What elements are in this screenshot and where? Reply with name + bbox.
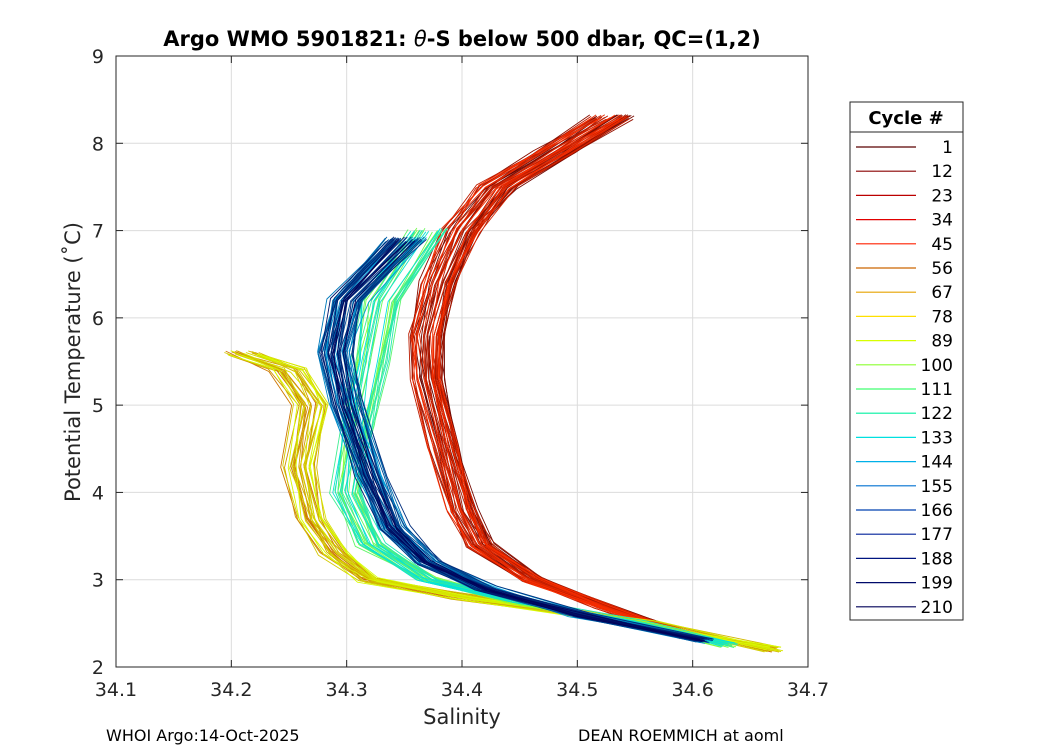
y-axis-label: Potential Temperature (˚C) (61, 222, 85, 502)
profile-line (434, 118, 697, 640)
x-tick-label: 34.7 (787, 679, 829, 701)
legend-label: 111 (921, 380, 953, 400)
legend-label: 133 (921, 428, 953, 448)
profile-line (426, 114, 696, 638)
legend-label: 12 (931, 162, 953, 182)
profile-line (443, 115, 697, 638)
legend-label: 45 (931, 235, 953, 255)
legend-label: 100 (921, 356, 953, 376)
profile-line (439, 114, 701, 638)
profile-line (429, 118, 693, 638)
profile-line (414, 115, 687, 636)
y-tick-label: 7 (92, 221, 104, 243)
legend-label: 188 (921, 549, 953, 569)
profile-line (330, 237, 699, 640)
profile-line (435, 118, 699, 639)
y-tick-label: 5 (92, 395, 104, 417)
profile-line (437, 115, 702, 637)
profile-line (224, 352, 765, 653)
profile-line (342, 240, 705, 641)
profile-line (427, 115, 699, 639)
profile-line (332, 238, 704, 642)
x-tick-label: 34.1 (95, 679, 137, 701)
profile-line (227, 354, 770, 648)
x-tick-label: 34.3 (326, 679, 368, 701)
legend-label: 78 (931, 307, 953, 327)
x-axis-label: Salinity (423, 705, 501, 729)
chart-title: Argo WMO 5901821: θ-S below 500 dbar, QC… (163, 27, 760, 51)
profile-line (431, 114, 694, 639)
profile-line (416, 116, 694, 639)
footer-left: WHOI Argo:14-Oct-2025 (106, 726, 300, 745)
profile-line (435, 116, 698, 640)
axis-ticks: 34.1 34.2 34.3 34.4 34.5 34.6 34.7 2 3 4 5 6 7 8 9 (92, 46, 829, 701)
profile-line (358, 228, 738, 645)
profile-line (419, 117, 691, 637)
y-tick-label: 4 (92, 482, 104, 504)
y-tick-label: 3 (92, 570, 104, 592)
profile-line (411, 114, 682, 639)
y-tick-label: 8 (92, 133, 104, 155)
legend-label: 199 (921, 574, 953, 594)
legend-label: 34 (931, 211, 953, 231)
legend-title: Cycle # (868, 108, 943, 129)
profile-line (416, 114, 692, 638)
profile-lines (224, 114, 784, 653)
profile-line (424, 117, 689, 637)
profile-line (330, 241, 701, 640)
profile-line (416, 118, 688, 637)
profile-line (344, 238, 708, 643)
legend-label: 1 (942, 138, 953, 158)
legend-label: 67 (931, 283, 953, 303)
footer-right: DEAN ROEMMICH at aoml (578, 726, 784, 745)
profile-line (436, 118, 699, 638)
profile-line (411, 118, 686, 638)
profile-line (433, 114, 699, 640)
x-tick-label: 34.5 (556, 679, 598, 701)
profile-line (431, 116, 696, 637)
legend-label: 155 (921, 477, 953, 497)
profile-line (422, 117, 687, 639)
profile-line (410, 114, 687, 639)
profile-line (441, 117, 701, 635)
legend-label: 56 (931, 259, 953, 279)
y-tick-label: 6 (92, 308, 104, 330)
profile-line (351, 238, 713, 640)
profile-line (425, 116, 693, 639)
profile-line (333, 239, 699, 640)
profile-line (427, 115, 694, 640)
profile-line (437, 115, 698, 637)
profile-line (412, 117, 688, 636)
profile-line (438, 115, 698, 639)
x-tick-label: 34.4 (441, 679, 483, 701)
legend: Cycle # 1 12 23 34 45 56 67 78 89 100 111 122 133 144… (849, 101, 964, 621)
x-tick-label: 34.2 (210, 679, 252, 701)
profile-line (427, 116, 695, 637)
y-tick-label: 2 (92, 657, 104, 679)
profile-line (413, 115, 684, 636)
legend-label: 210 (921, 598, 953, 618)
legend-label: 23 (931, 186, 953, 206)
profile-line (436, 118, 698, 635)
profile-line (409, 117, 682, 636)
x-tick-label: 34.6 (672, 679, 714, 701)
y-tick-label: 9 (92, 46, 104, 68)
profile-line (433, 115, 697, 638)
profile-line (412, 118, 689, 638)
profile-line (428, 114, 694, 637)
profile-line (419, 118, 690, 638)
legend-label: 89 (931, 332, 953, 352)
profile-line (320, 240, 698, 642)
profile-line (424, 119, 689, 638)
profile-line (432, 114, 690, 639)
legend-label: 166 (921, 501, 953, 521)
profile-line (411, 118, 688, 639)
profile-line (408, 116, 681, 640)
legend-label: 144 (921, 453, 953, 473)
legend-label: 122 (921, 404, 953, 424)
legend-label: 177 (921, 525, 953, 545)
profile-line (330, 237, 701, 640)
